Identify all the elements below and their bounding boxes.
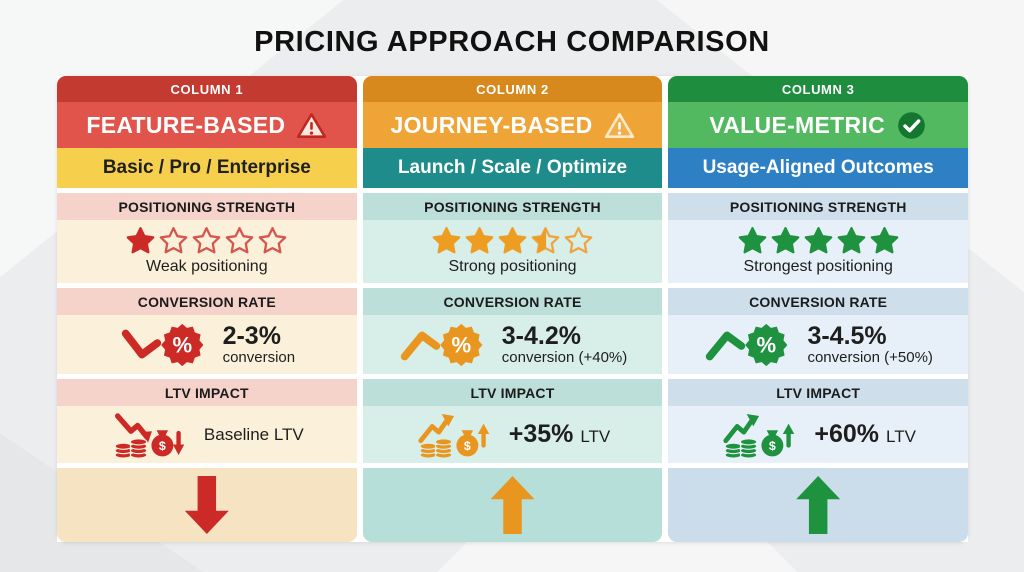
column-number-bar: COLUMN 1 bbox=[57, 76, 357, 102]
comparison-table: COLUMN 1 FEATURE-BASED Basic / Pro / Ent… bbox=[57, 76, 969, 542]
positioning-content: Weak positioning bbox=[57, 220, 357, 283]
positioning-caption: Strongest positioning bbox=[743, 258, 893, 275]
svg-text:$: $ bbox=[769, 439, 776, 453]
ltv-label: LTV IMPACT bbox=[362, 379, 663, 406]
conversion-caption: conversion bbox=[222, 349, 296, 366]
positioning-caption: Strong positioning bbox=[448, 258, 577, 275]
positioning-label: POSITIONING STRENGTH bbox=[362, 193, 663, 220]
conversion-label: CONVERSION RATE bbox=[57, 288, 357, 315]
ltv-value: +35% bbox=[508, 420, 574, 448]
conversion-content: % 3-4.5% conversion (+50%) bbox=[668, 315, 969, 374]
conversion-value: 3-4.5% bbox=[807, 321, 887, 350]
svg-text:$: $ bbox=[159, 439, 166, 453]
column-journey-based: COLUMN 2 JOURNEY-BASED Launch / Scale / … bbox=[362, 76, 663, 542]
conversion-value: 3-4.2% bbox=[501, 321, 581, 350]
money-decline-icon: $ bbox=[110, 410, 190, 460]
tier-label: Usage-Aligned Outcomes bbox=[702, 157, 934, 178]
money-growth-icon: $ bbox=[415, 410, 495, 460]
positioning-content: Strongest positioning bbox=[668, 220, 969, 283]
ltv-content: $ +60% LTV bbox=[668, 406, 969, 463]
conversion-content: % 2-3% conversion bbox=[57, 315, 357, 374]
approach-header: FEATURE-BASED bbox=[57, 102, 357, 148]
column-number-bar: COLUMN 2 bbox=[362, 76, 663, 102]
star-rating bbox=[432, 227, 593, 256]
tier-label: Basic / Pro / Enterprise bbox=[102, 157, 311, 178]
positioning-label: POSITIONING STRENGTH bbox=[668, 193, 969, 220]
star-rating bbox=[126, 227, 287, 256]
positioning-label: POSITIONING STRENGTH bbox=[57, 193, 357, 220]
verdict-cell bbox=[57, 468, 357, 542]
positioning-content: Strong positioning bbox=[362, 220, 663, 283]
ltv-caption: LTV bbox=[886, 427, 916, 446]
column-feature-based: COLUMN 1 FEATURE-BASED Basic / Pro / Ent… bbox=[57, 76, 357, 542]
trend-up-percent-icon: % bbox=[398, 321, 490, 369]
svg-text:%: % bbox=[757, 332, 777, 357]
money-growth-icon: $ bbox=[720, 410, 800, 460]
conversion-value: 2-3% bbox=[222, 321, 281, 350]
verdict-cell bbox=[362, 468, 663, 542]
conversion-label: CONVERSION RATE bbox=[362, 288, 663, 315]
column-number-label: COLUMN 1 bbox=[170, 81, 244, 97]
tier-row: Basic / Pro / Enterprise bbox=[57, 148, 357, 188]
approach-header: JOURNEY-BASED bbox=[362, 102, 663, 148]
ltv-caption: Baseline LTV bbox=[203, 424, 304, 444]
tier-row: Usage-Aligned Outcomes bbox=[668, 148, 969, 188]
star-rating bbox=[738, 227, 899, 256]
verdict-cell bbox=[668, 468, 969, 542]
page-title: PRICING APPROACH COMPARISON bbox=[254, 26, 770, 58]
conversion-caption: conversion (+50%) bbox=[807, 349, 933, 366]
approach-header: VALUE-METRIC bbox=[668, 102, 969, 148]
svg-text:%: % bbox=[451, 332, 471, 357]
ltv-label: LTV IMPACT bbox=[57, 379, 357, 406]
warning-icon bbox=[296, 111, 327, 140]
verdict-arrow-up-icon bbox=[796, 476, 841, 534]
ltv-caption: LTV bbox=[580, 427, 611, 446]
check-icon bbox=[896, 111, 927, 140]
ltv-content: $ Baseline LTV bbox=[57, 406, 357, 463]
verdict-arrow-up-icon bbox=[490, 476, 535, 534]
tier-row: Launch / Scale / Optimize bbox=[362, 148, 663, 188]
column-number-label: COLUMN 3 bbox=[781, 81, 855, 97]
conversion-caption: conversion (+40%) bbox=[501, 349, 628, 366]
column-number-label: COLUMN 2 bbox=[476, 81, 549, 97]
warning-icon bbox=[604, 111, 635, 140]
column-value-metric: COLUMN 3 VALUE-METRIC Usage-Aligned Outc… bbox=[668, 76, 969, 542]
positioning-caption: Weak positioning bbox=[146, 258, 268, 275]
ltv-label: LTV IMPACT bbox=[668, 379, 969, 406]
column-number-bar: COLUMN 3 bbox=[668, 76, 969, 102]
ltv-value: +60% bbox=[814, 420, 880, 448]
tier-label: Launch / Scale / Optimize bbox=[397, 157, 628, 178]
approach-name: VALUE-METRIC bbox=[709, 111, 886, 138]
approach-name: JOURNEY-BASED bbox=[390, 111, 593, 138]
ltv-content: $ +35% LTV bbox=[362, 406, 663, 463]
trend-up-percent-icon: % bbox=[703, 321, 795, 369]
conversion-label: CONVERSION RATE bbox=[668, 288, 969, 315]
svg-text:$: $ bbox=[464, 439, 471, 453]
conversion-content: % 3-4.2% conversion (+40%) bbox=[362, 315, 663, 374]
svg-text:%: % bbox=[172, 332, 192, 357]
approach-name: FEATURE-BASED bbox=[86, 111, 286, 138]
trend-down-percent-icon: % bbox=[119, 321, 211, 369]
verdict-arrow-down-icon bbox=[184, 476, 229, 534]
